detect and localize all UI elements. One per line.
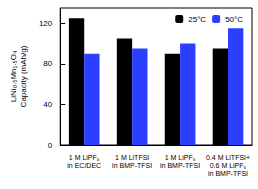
svg-text:1 M LiPF₆: 1 M LiPF₆ [165,154,196,161]
svg-text:25°C: 25°C [188,15,206,24]
svg-text:0: 0 [48,141,53,150]
svg-text:in EC/DEC: in EC/DEC [67,162,101,169]
svg-text:0.6 M LiPF₆: 0.6 M LiPF₆ [210,162,247,169]
svg-text:80: 80 [43,59,52,68]
svg-text:Capacity (mAh/g): Capacity (mAh/g) [19,45,28,107]
svg-text:0.4 M LiTFSI+: 0.4 M LiTFSI+ [206,154,250,161]
svg-text:in BMP-TFSI: in BMP-TFSI [208,170,248,177]
svg-text:1 M LiPF₆: 1 M LiPF₆ [69,154,100,161]
svg-text:LiNi₀.₅Mn₁.₅O₄: LiNi₀.₅Mn₁.₅O₄ [9,51,18,102]
svg-text:40: 40 [43,100,52,109]
svg-text:in BMP-TFSI: in BMP-TFSI [112,162,152,169]
svg-text:1 M LiTFSI: 1 M LiTFSI [115,154,149,161]
svg-text:50°C: 50°C [225,15,243,24]
svg-text:in BMP-TFSI: in BMP-TFSI [160,162,200,169]
svg-text:120: 120 [39,19,53,28]
